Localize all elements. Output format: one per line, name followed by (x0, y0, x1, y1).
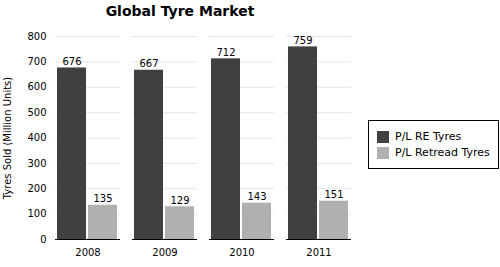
svg-text:800: 800 (27, 31, 46, 42)
svg-text:500: 500 (27, 107, 46, 118)
svg-text:Tyres Sold (Million Units): Tyres Sold (Million Units) (2, 77, 13, 201)
svg-text:129: 129 (170, 195, 189, 206)
svg-text:300: 300 (27, 158, 46, 169)
svg-text:135: 135 (93, 193, 112, 204)
svg-text:400: 400 (27, 132, 46, 143)
svg-text:667: 667 (139, 58, 158, 69)
svg-text:151: 151 (324, 189, 343, 200)
svg-text:2010: 2010 (229, 247, 254, 258)
html-text:Global Tyre Market: Global Tyre Market (105, 3, 255, 19)
svg-text:143: 143 (247, 191, 266, 202)
svg-text:2008: 2008 (75, 247, 100, 258)
svg-text:676: 676 (62, 56, 81, 67)
html-text:P/L RE Tyres: P/L RE Tyres (395, 130, 462, 143)
svg-text:700: 700 (27, 56, 46, 67)
svg-text:200: 200 (27, 183, 46, 194)
html-text:P/L Retread Tyres: P/L Retread Tyres (395, 146, 490, 159)
svg-text:2009: 2009 (152, 247, 177, 258)
svg-text:2011: 2011 (306, 247, 331, 258)
svg-text:600: 600 (27, 81, 46, 92)
svg-text:759: 759 (293, 35, 312, 46)
svg-text:712: 712 (216, 47, 235, 58)
svg-text:0: 0 (40, 234, 46, 245)
svg-text:100: 100 (27, 208, 46, 219)
